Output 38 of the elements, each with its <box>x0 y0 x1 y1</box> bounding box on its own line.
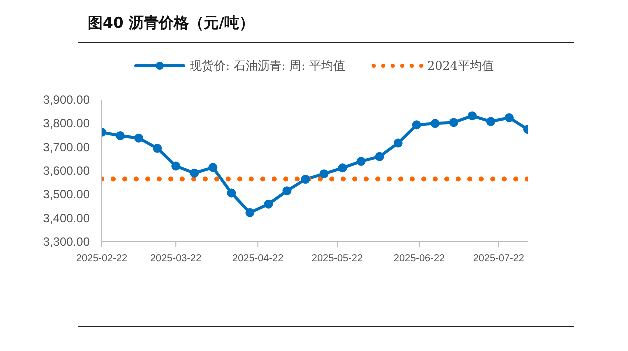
y-tick-label: 3,300.00 <box>43 235 90 249</box>
point <box>356 157 366 166</box>
x-tick-label: 2025-05-22 <box>312 254 364 264</box>
point <box>172 162 181 171</box>
legend-label: 2024平均值 <box>428 58 494 74</box>
chart-title: 图40 沥青价格（元/吨） <box>88 14 255 33</box>
x-tick-label: 2025-03-22 <box>150 254 202 264</box>
point <box>394 138 403 148</box>
point <box>486 117 496 126</box>
y-tick-label: 3,700.00 <box>43 140 90 154</box>
point <box>116 131 126 140</box>
point <box>246 208 255 218</box>
x-tick-label: 2025-06-22 <box>394 254 446 264</box>
y-tick-label: 3,900.00 <box>43 93 90 107</box>
point <box>375 152 384 162</box>
y-tick-label: 3,600.00 <box>43 164 90 178</box>
x-tick-label: 2025-02-22 <box>76 254 128 264</box>
legend-label: 现货价: 石油沥青: 周: 平均值 <box>190 58 346 74</box>
point <box>264 200 274 209</box>
point <box>412 120 422 130</box>
point <box>449 118 458 128</box>
point <box>301 175 310 184</box>
y-tick-label: 3,500.00 <box>43 188 90 202</box>
point <box>430 119 440 128</box>
y-tick-label: 3,400.00 <box>43 211 90 226</box>
point <box>338 164 348 173</box>
point <box>320 170 329 179</box>
point <box>468 112 477 121</box>
y-tick-label: 3,800.00 <box>43 116 90 131</box>
point <box>227 188 236 198</box>
point <box>504 113 514 122</box>
point <box>153 144 162 154</box>
point <box>134 134 144 143</box>
point <box>208 163 218 172</box>
x-tick-label: 2025-07-22 <box>473 254 525 264</box>
point <box>190 168 200 178</box>
point <box>282 186 292 196</box>
x-tick-label: 2025-04-22 <box>232 254 284 264</box>
